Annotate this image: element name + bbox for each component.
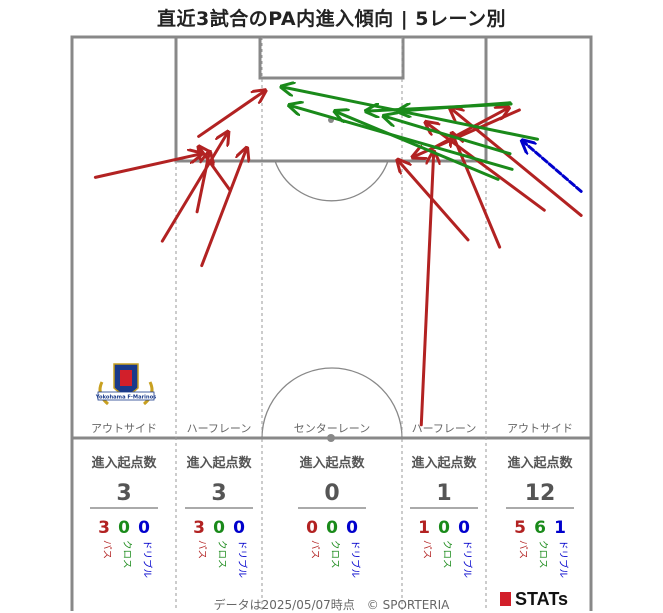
stat-cross: 0 <box>118 518 130 538</box>
stat-total: 0 <box>324 481 339 506</box>
stat-header: 進入起点数 <box>91 455 157 471</box>
stat-header: 進入起点数 <box>299 455 365 471</box>
arrow-pass-13 <box>412 108 521 157</box>
stat-dribble-label: ドリブル <box>141 540 153 579</box>
stat-header: 進入起点数 <box>507 455 573 471</box>
lane-stat-3: 進入起点数 0 0 0 0 パス クロス ドリブル <box>298 455 366 579</box>
stat-total: 12 <box>525 481 556 506</box>
lane-label-1: アウトサイド <box>91 422 157 435</box>
stat-dribble: 0 <box>458 518 470 538</box>
stat-header: 進入起点数 <box>186 455 252 471</box>
lane-stat-1: 進入起点数 3 3 0 0 パス クロス ドリブル <box>90 455 158 579</box>
stat-pass: 3 <box>193 518 205 538</box>
stat-total: 3 <box>211 481 226 506</box>
lane-dividers <box>175 37 487 611</box>
arrow-pass-11 <box>425 122 546 212</box>
brand-mark-icon <box>500 592 511 606</box>
stat-dribble-label: ドリブル <box>349 540 361 579</box>
stat-dribble: 0 <box>138 518 150 538</box>
stat-cross-label: クロス <box>329 540 340 569</box>
stat-dribble-label: ドリブル <box>557 540 569 579</box>
goal-area <box>258 35 405 80</box>
stat-dribble-label: ドリブル <box>461 540 473 579</box>
stat-cross: 6 <box>534 518 546 538</box>
stat-dribble: 0 <box>233 518 245 538</box>
lane-labels: アウトサイド ハーフレーン センターレーン ハーフレーン アウトサイド <box>91 422 573 435</box>
stat-dribble: 0 <box>346 518 358 538</box>
stat-pass-label: パス <box>196 540 207 559</box>
stat-total: 1 <box>436 481 451 506</box>
lane-label-5: アウトサイド <box>507 422 573 435</box>
lane-stat-4: 進入起点数 1 1 0 0 パス クロス ドリブル <box>410 455 478 579</box>
arrow-pass-1 <box>93 154 201 179</box>
stat-pass: 0 <box>306 518 318 538</box>
brand-logo: STATs <box>500 589 568 610</box>
stat-cross: 0 <box>438 518 450 538</box>
arrow-pass-6 <box>197 90 266 138</box>
arrow-cross-3 <box>335 111 500 181</box>
penalty-arc <box>274 160 389 202</box>
lane-label-3: センターレーン <box>294 422 370 435</box>
stat-pass: 1 <box>418 518 430 538</box>
stat-dribble-label: ドリブル <box>236 540 248 579</box>
stat-pass-label: パス <box>421 540 432 559</box>
stat-pass-label: パス <box>309 540 320 559</box>
lane-label-4: ハーフレーン <box>412 422 477 435</box>
arrow-pass-10 <box>452 133 502 249</box>
arrow-dribble-1 <box>522 140 583 193</box>
stat-cross-label: クロス <box>537 540 548 569</box>
arrow-cross-6 <box>397 101 512 111</box>
stat-dribble: 1 <box>554 518 566 538</box>
stat-cross-label: クロス <box>121 540 132 569</box>
stat-pass: 3 <box>98 518 110 538</box>
arrow-cross-4 <box>383 116 512 156</box>
lane-label-2: ハーフレーン <box>187 422 252 435</box>
crest-text: Yokohama F·Marinos <box>95 395 156 401</box>
footer-credit: データは2025/05/07時点 © SPORTERIA <box>213 598 450 612</box>
stat-cross: 0 <box>326 518 338 538</box>
arrow-pass-5 <box>200 148 247 268</box>
center-spot <box>327 434 335 442</box>
lane-stat-2: 進入起点数 3 3 0 0 パス クロス ドリブル <box>185 455 253 579</box>
crest-icon: Yokohama F·Marinos <box>95 363 156 406</box>
arrow-pass-4 <box>195 151 209 214</box>
arrow-pass-8 <box>397 160 470 242</box>
stat-total: 3 <box>116 481 131 506</box>
stat-cross: 0 <box>213 518 225 538</box>
stat-pass-label: パス <box>101 540 112 559</box>
lane-stat-5: 進入起点数 12 5 6 1 パス クロス ドリブル <box>506 455 574 579</box>
stat-header: 進入起点数 <box>411 455 477 471</box>
pitch-markings <box>70 35 593 611</box>
arrow-pass-2 <box>160 132 228 243</box>
center-circle <box>261 367 403 439</box>
brand-text: STATs <box>515 589 568 609</box>
lane-stats: 進入起点数 3 3 0 0 パス クロス ドリブル 進入起点数 3 3 0 0 … <box>90 455 574 579</box>
stat-cross-label: クロス <box>441 540 452 569</box>
arrows-layer <box>93 87 583 427</box>
stat-cross-label: クロス <box>216 540 227 569</box>
chart-title: 直近3試合のPA内進入傾向 | 5レーン別 <box>156 8 507 30</box>
stat-pass: 5 <box>514 518 526 538</box>
stat-pass-label: パス <box>517 540 528 559</box>
